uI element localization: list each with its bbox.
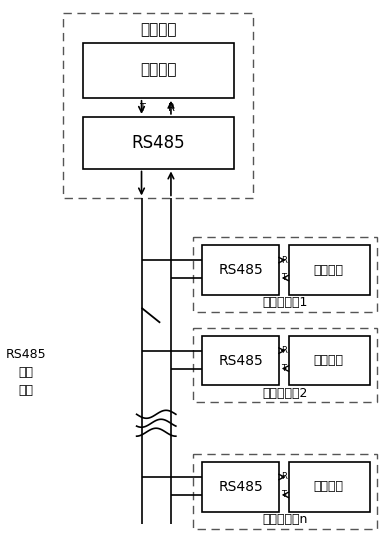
Text: 智能分终端1: 智能分终端1: [262, 296, 307, 309]
Text: 微机系统: 微机系统: [314, 263, 344, 277]
Text: RS485: RS485: [218, 263, 263, 277]
Text: 微机系统: 微机系统: [140, 63, 176, 78]
Text: T: T: [281, 490, 286, 499]
Polygon shape: [202, 336, 279, 386]
Text: 智能分终端2: 智能分终端2: [262, 387, 307, 400]
Text: R: R: [281, 256, 287, 264]
Text: RS485: RS485: [5, 348, 46, 361]
Polygon shape: [83, 43, 234, 98]
Polygon shape: [202, 462, 279, 512]
Text: T: T: [281, 364, 286, 373]
Text: 通讯: 通讯: [18, 366, 33, 379]
Text: 智能分终端n: 智能分终端n: [262, 514, 307, 526]
Text: RS485: RS485: [218, 480, 263, 494]
Polygon shape: [289, 336, 370, 386]
Polygon shape: [83, 117, 234, 169]
Text: T: T: [281, 273, 286, 283]
Text: R: R: [281, 346, 287, 355]
Text: 微机系统: 微机系统: [314, 354, 344, 367]
Polygon shape: [289, 245, 370, 295]
Text: 主控终端: 主控终端: [140, 21, 176, 37]
Text: RS485: RS485: [218, 354, 263, 368]
Text: 微机系统: 微机系统: [314, 480, 344, 494]
Polygon shape: [289, 462, 370, 512]
Polygon shape: [202, 245, 279, 295]
Text: R: R: [167, 103, 174, 113]
Text: R: R: [281, 472, 287, 482]
Text: T: T: [139, 103, 145, 113]
Text: RS485: RS485: [131, 134, 185, 152]
Text: 总线: 总线: [18, 384, 33, 397]
